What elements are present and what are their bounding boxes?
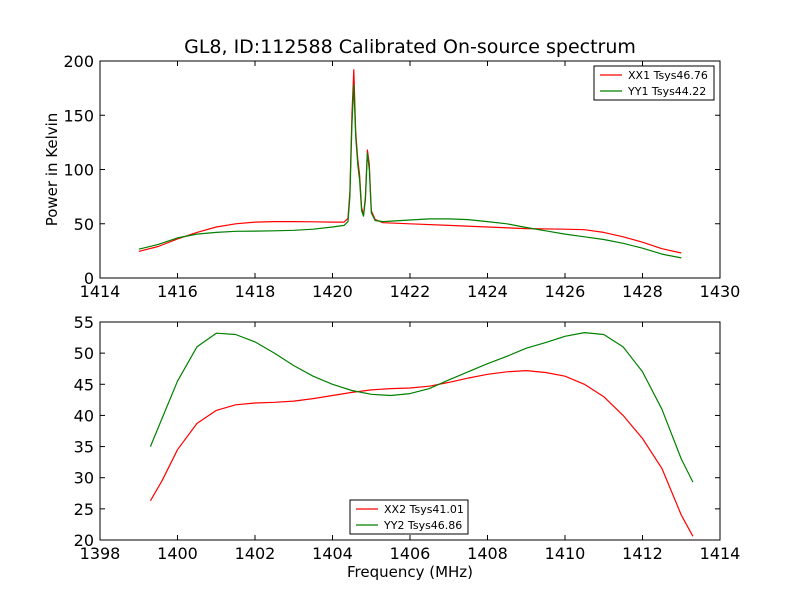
x-tick-label: 1416 [157, 282, 198, 301]
y-tick-label: 40 [74, 406, 94, 425]
y-tick-label: 55 [74, 313, 94, 332]
y-tick-label: 50 [74, 215, 94, 234]
x-tick-label: 1404 [312, 544, 353, 563]
y-tick-label: 100 [63, 161, 94, 180]
x-tick-label: 1408 [467, 544, 508, 563]
x-tick-label: 1422 [390, 282, 431, 301]
legend: XX1 Tsys46.76 YY1 Tsys44.22 [593, 65, 715, 101]
x-tick-label: 1414 [700, 544, 741, 563]
x-tick-label: 1426 [545, 282, 586, 301]
x-tick-label: 1428 [622, 282, 663, 301]
x-tick-label: 1410 [545, 544, 586, 563]
x-tick-label: 1430 [700, 282, 741, 301]
y-tick-label: 200 [63, 52, 94, 71]
y-tick-label: 45 [74, 375, 94, 394]
top-panel: 1414 1416 1418 1420 1422 1424 1426 1428 1430 0 50 1… [43, 52, 740, 301]
x-tick-label: 1400 [157, 544, 198, 563]
y-tick-label: 30 [74, 469, 94, 488]
x-tick-label: 1412 [622, 544, 663, 563]
legend-label: XX2 Tsys41.01 [384, 503, 464, 516]
legend-label: YY1 Tsys44.22 [627, 85, 706, 98]
y-tick-label: 35 [74, 438, 94, 457]
y-tick-label: 0 [84, 269, 94, 288]
y-tick-label: 25 [74, 500, 94, 519]
x-tick-label: 1402 [235, 544, 276, 563]
bottom-panel: 1398 1400 1402 1404 1406 1408 1410 1412 1414 20 25… [74, 313, 741, 581]
legend-box [349, 499, 469, 535]
x-tick-label: 1398 [80, 544, 121, 563]
series-line-2 [149, 332, 694, 483]
series-line-1 [149, 370, 694, 537]
legend-label: XX1 Tsys46.76 [628, 69, 708, 82]
x-tick-label: 1424 [467, 282, 508, 301]
chart-title: GL8, ID:112588 Calibrated On-source spec… [184, 36, 636, 58]
y-tick-label: 20 [74, 531, 94, 550]
x-tick-label: 1414 [80, 282, 121, 301]
x-axis-label: Frequency (MHz) [347, 563, 473, 581]
series-line-2 [138, 84, 682, 259]
y-tick-label: 150 [63, 106, 94, 125]
y-axis-label: Power in Kelvin [43, 113, 61, 227]
series-group [149, 332, 694, 537]
x-tick-label: 1418 [235, 282, 276, 301]
x-tick-label: 1420 [312, 282, 353, 301]
legend-box [593, 65, 715, 101]
y-tick-label: 50 [74, 344, 94, 363]
legend-label: YY2 Tsys46.86 [383, 519, 462, 532]
series-group [138, 69, 682, 259]
legend: XX2 Tsys41.01 YY2 Tsys46.86 [349, 499, 469, 535]
x-tick-label: 1406 [390, 544, 431, 563]
